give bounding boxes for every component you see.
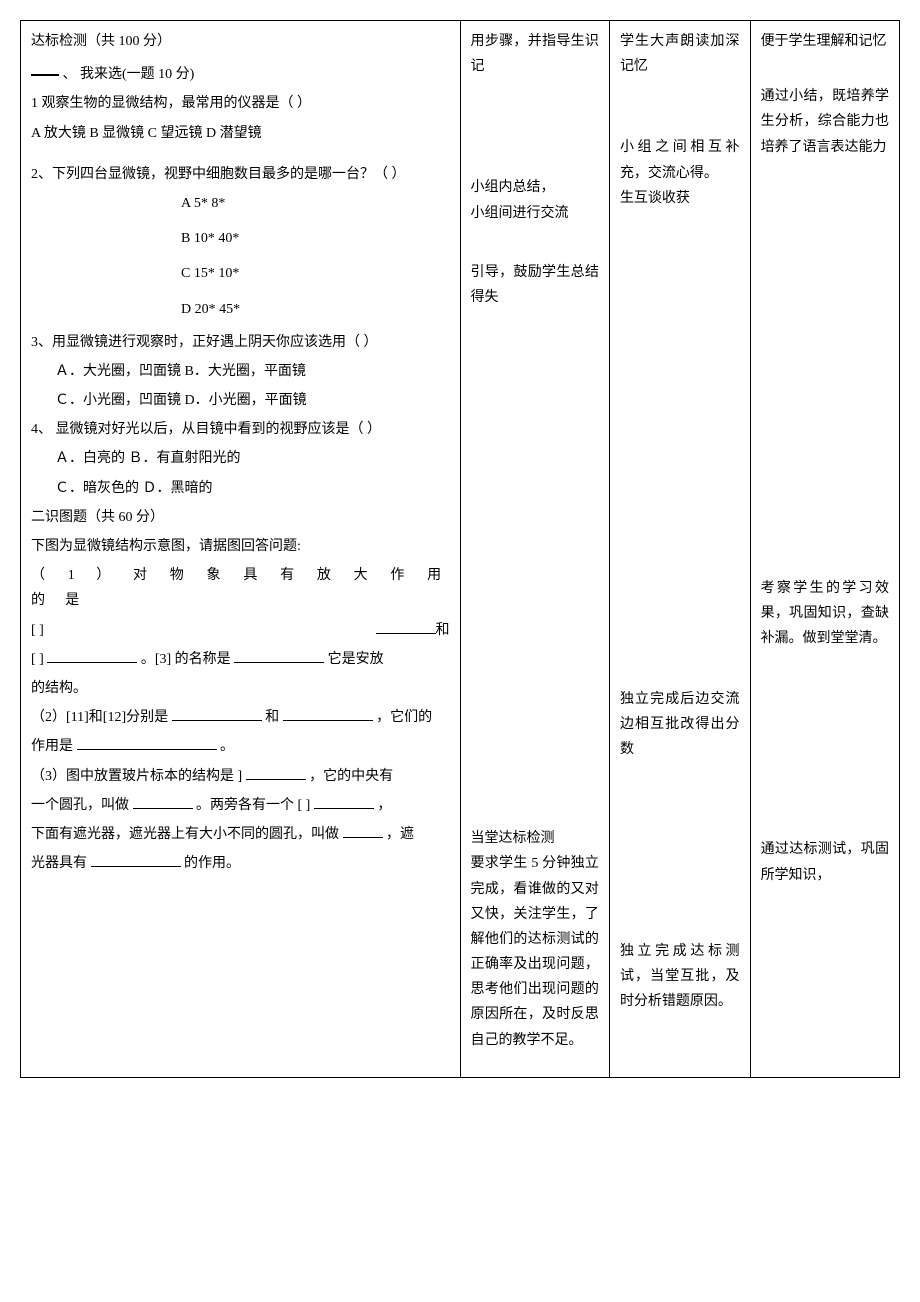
c3-block-1: 学生大声朗读加深记忆 [620, 29, 740, 79]
student-activity-cell: 学生大声朗读加深记忆 小组之间相互补充，交流心得。 生互谈收获 独立完成后边交流… [609, 21, 750, 1078]
q4-options-cd: Ｃ．暗灰色的 Ｄ．黑暗的 [31, 476, 450, 501]
c4-block-1: 便于学生理解和记忆 [761, 29, 889, 54]
c3-block-4: 独立完成达标测试，当堂互批，及时分析错题原因。 [620, 939, 740, 1015]
q3-options-cd: Ｃ．小光圈，凹面镜 D．小光圈，平面镜 [31, 388, 450, 413]
content-row: 达标检测（共 100 分） 、 我来选(一题 10 分) 1 观察生物的显微结构… [21, 21, 900, 1078]
c4-block-3: 考察学生的学习效果，巩固知识，查缺补漏。做到堂堂清。 [761, 576, 889, 652]
pb-1-line-b: [ ] 和 [31, 618, 450, 643]
c2-block-4a: 当堂达标检测 [471, 826, 599, 851]
design-intent-cell: 便于学生理解和记忆 通过小结，既培养学生分析，综合能力也培养了语言表达能力 考察… [750, 21, 899, 1078]
fill-blank[interactable] [246, 766, 306, 780]
fill-blank[interactable] [376, 620, 436, 634]
question-1-options: A 放大镜 B 显微镜 C 望远镜 D 潜望镜 [31, 121, 450, 146]
c2-block-3: 引导，鼓励学生总结得失 [471, 260, 599, 310]
part-b-heading: 二识图题（共 60 分） [31, 505, 450, 530]
pb-3-line-d: 光器具有 的作用。 [31, 851, 450, 876]
question-1: 1 观察生物的显微结构，最常用的仪器是（ ） [31, 91, 450, 116]
pb-3-line-a: （3）图中放置玻片标本的结构是 ] ，它的中央有 [31, 764, 450, 789]
q2-option-a: A 5* 8* [31, 191, 450, 216]
q2-option-b: B 10* 40* [31, 226, 450, 251]
pb-2-line-b: 作用是 。 [31, 734, 450, 759]
fill-blank[interactable] [172, 707, 262, 721]
pb-1-line-a: （ 1 ） 对 物 象 具 有 放 大 作 用 的 是 [31, 563, 450, 613]
fill-blank[interactable] [234, 649, 324, 663]
q2-option-d: D 20* 45* [31, 297, 450, 322]
c4-block-2: 通过小结，既培养学生分析，综合能力也培养了语言表达能力 [761, 84, 889, 160]
pb-1-line-d: 的结构。 [31, 676, 450, 701]
fill-blank[interactable] [77, 736, 217, 750]
part-b-intro: 下图为显微镜结构示意图，请据图回答问题: [31, 534, 450, 559]
question-3: 3、用显微镜进行观察时，正好遇上阴天你应该选用（ ） [31, 330, 450, 355]
c4-block-4: 通过达标测试，巩固所学知识， [761, 837, 889, 887]
c2-block-2a: 小组内总结， [471, 175, 599, 200]
fill-blank[interactable] [91, 853, 181, 867]
pb-3-line-c: 下面有遮光器，遮光器上有大小不同的圆孔，叫做 ，遮 [31, 822, 450, 847]
c2-block-1: 用步骤，并指导生识记 [471, 29, 599, 79]
teacher-activity-cell: 用步骤，并指导生识记 小组内总结， 小组间进行交流 引导，鼓励学生总结得失 当堂… [460, 21, 609, 1078]
exam-title: 达标检测（共 100 分） [31, 29, 450, 54]
c3-block-3: 独立完成后边交流边相互批改得出分数 [620, 687, 740, 763]
q4-options-ab: Ａ．白亮的 Ｂ．有直射阳光的 [31, 446, 450, 471]
pb-3-line-b: 一个圆孔，叫做 。两旁各有一个 [ ] ， [31, 793, 450, 818]
question-2: 2、下列四台显微镜，视野中细胞数目最多的是哪一台？（ ） [31, 162, 450, 187]
fill-blank[interactable] [343, 824, 383, 838]
q3-options-ab: Ａ．大光圈，凹面镜 B．大光圈，平面镜 [31, 359, 450, 384]
fill-blank[interactable] [133, 795, 193, 809]
c2-block-2b: 小组间进行交流 [471, 201, 599, 226]
c3-block-2a: 小组之间相互补充，交流心得。 [620, 135, 740, 185]
fill-blank[interactable] [314, 795, 374, 809]
lesson-plan-table: 达标检测（共 100 分） 、 我来选(一题 10 分) 1 观察生物的显微结构… [20, 20, 900, 1078]
fill-blank[interactable] [283, 707, 373, 721]
underline-one-icon [31, 74, 59, 76]
c2-block-4b: 要求学生 5 分钟独立完成，看谁做的又对又快，关注学生，了解他们的达标测试的正确… [471, 851, 599, 1053]
part-a-heading: 、 我来选(一题 10 分) [31, 62, 450, 87]
c3-block-2b: 生互谈收获 [620, 186, 740, 211]
exam-content-cell: 达标检测（共 100 分） 、 我来选(一题 10 分) 1 观察生物的显微结构… [21, 21, 461, 1078]
fill-blank[interactable] [47, 649, 137, 663]
pb-1-line-c: [ ] 。[3] 的名称是 它是安放 [31, 647, 450, 672]
pb-2-line-a: （2）[11]和[12]分别是 和 ，它们的 [31, 705, 450, 730]
part-a-label: 、 我来选(一题 10 分) [63, 67, 195, 82]
q2-option-c: C 15* 10* [31, 261, 450, 286]
question-4: 4、 显微镜对好光以后，从目镜中看到的视野应该是（ ） [31, 417, 450, 442]
